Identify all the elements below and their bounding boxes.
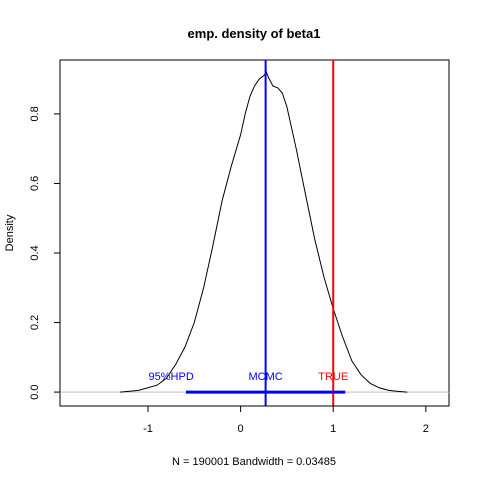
y-axis: 0.0 0.2 0.4 0.6 0.8 <box>29 106 61 400</box>
x-tick-label: 1 <box>330 423 336 435</box>
x-axis-label: N = 190001 Bandwidth = 0.03485 <box>172 456 336 468</box>
x-tick-label: -1 <box>143 423 153 435</box>
chart-title: emp. density of beta1 <box>188 26 321 41</box>
density-curve <box>120 71 408 393</box>
annotation-true: TRUE <box>318 371 348 383</box>
plot-area: 95%HPD MCMC TRUE <box>60 60 449 406</box>
x-tick-label: 0 <box>238 423 244 435</box>
x-axis: -1 0 1 2 <box>143 405 429 435</box>
x-tick-label: 2 <box>423 423 429 435</box>
annotation-mcmc: MCMC <box>249 371 283 383</box>
y-tick-label: 0.8 <box>29 106 41 121</box>
plot-frame <box>59 59 450 407</box>
y-tick-label: 0.4 <box>29 245 41 260</box>
annotation-95-hpd: 95%HPD <box>149 371 194 383</box>
y-tick-label: 0.6 <box>29 176 41 191</box>
y-tick-label: 0.0 <box>29 384 41 399</box>
y-tick-label: 0.2 <box>29 315 41 330</box>
y-axis-label: Density <box>4 214 16 251</box>
